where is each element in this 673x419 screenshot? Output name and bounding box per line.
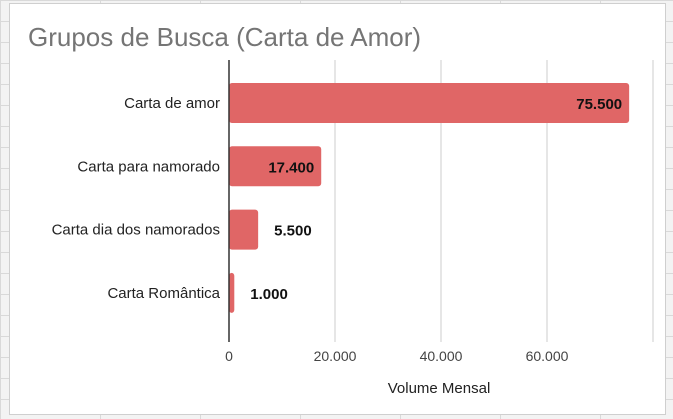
x-tick-label-3: 60.000 [526,348,569,364]
data-label-1: 17.400 [268,159,314,176]
category-label-3: Carta Romântica [107,285,220,302]
x-tick-label-1: 20.000 [314,348,357,364]
data-label-2: 5.500 [274,223,312,240]
chart-card[interactable]: Grupos de Busca (Carta de Amor) Carta de… [9,3,666,415]
data-label-3: 1.000 [250,286,288,303]
x-axis-label: Volume Mensal [388,380,491,397]
x-tick-label-2: 40.000 [420,348,463,364]
category-label-2: Carta dia dos namorados [52,222,220,239]
category-label-1: Carta para namorado [77,158,220,175]
bar-1 [229,146,322,187]
bar-2 [229,209,259,250]
chart-title: Grupos de Busca (Carta de Amor) [28,22,422,52]
bar-3 [229,272,235,313]
data-label-0: 75.500 [576,96,622,113]
x-tick-label-0: 0 [225,348,233,364]
category-label-0: Carta de amor [124,95,220,112]
bar-chart: Carta de amor 75.500 Carta para namorado 17… [52,60,654,397]
bar-0 [229,83,630,123]
